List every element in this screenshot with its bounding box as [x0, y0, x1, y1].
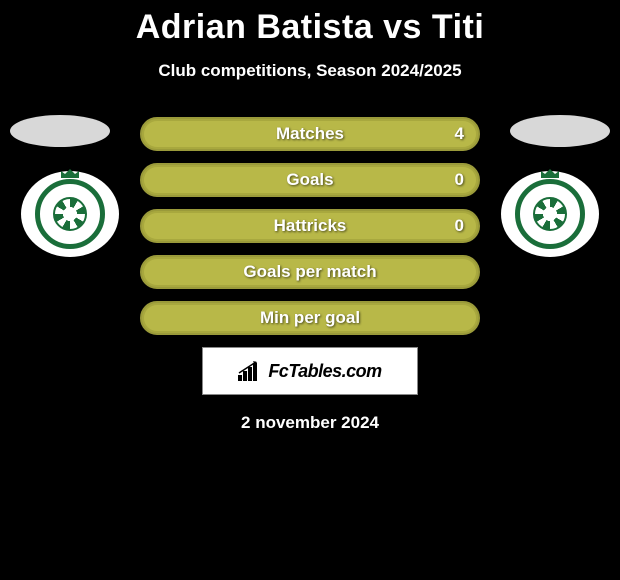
- player-left-avatar: [10, 115, 110, 147]
- brand-logo: FcTables.com: [202, 347, 418, 395]
- stat-label: Hattricks: [274, 216, 347, 236]
- stat-value-right: 0: [455, 216, 464, 236]
- stats-list: Matches 4 Goals 0 Hattricks 0 Goals per match M…: [140, 115, 480, 335]
- stat-value-right: 4: [455, 124, 464, 144]
- stat-row: Min per goal: [140, 301, 480, 335]
- crown-icon: [539, 167, 561, 179]
- soccer-ball-icon: [533, 197, 567, 231]
- stat-label: Goals per match: [243, 262, 376, 282]
- badge-ring: [515, 179, 585, 249]
- crown-icon: [59, 167, 81, 179]
- comparison-panel: Matches 4 Goals 0 Hattricks 0 Goals per match M…: [0, 115, 620, 335]
- player-right-avatar: [510, 115, 610, 147]
- stat-label: Matches: [276, 124, 344, 144]
- stat-row: Goals per match: [140, 255, 480, 289]
- stat-row: Goals 0: [140, 163, 480, 197]
- badge-ring: [35, 179, 105, 249]
- club-badge-left: [21, 171, 119, 257]
- subtitle: Club competitions, Season 2024/2025: [0, 61, 620, 81]
- brand-text: FcTables.com: [268, 361, 381, 382]
- club-badge-right: [501, 171, 599, 257]
- bar-fill-right: [310, 167, 476, 193]
- stat-row: Hattricks 0: [140, 209, 480, 243]
- bar-chart-icon: [238, 361, 262, 381]
- soccer-ball-icon: [53, 197, 87, 231]
- stat-label: Goals: [286, 170, 333, 190]
- stat-value-right: 0: [455, 170, 464, 190]
- stat-label: Min per goal: [260, 308, 360, 328]
- date-label: 2 november 2024: [0, 413, 620, 433]
- stat-row: Matches 4: [140, 117, 480, 151]
- page-title: Adrian Batista vs Titi: [0, 0, 620, 47]
